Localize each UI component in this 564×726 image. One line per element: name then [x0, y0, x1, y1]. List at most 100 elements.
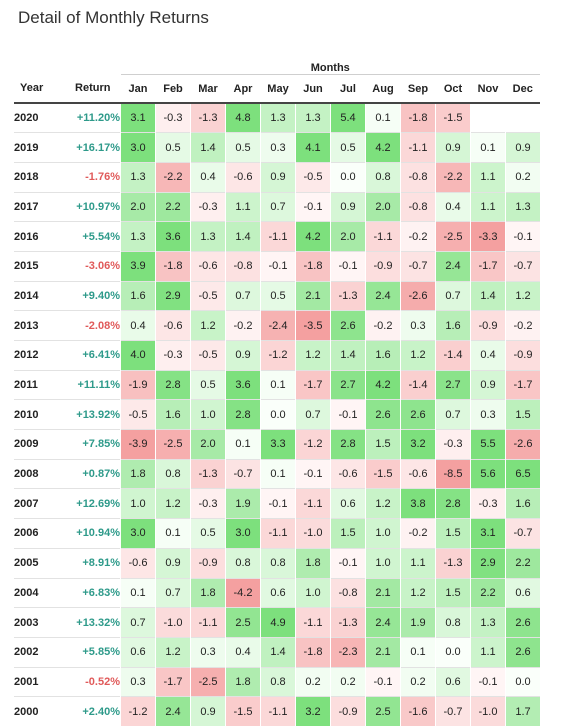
monthly-return-cell: 3.0: [120, 518, 156, 549]
monthly-return-cell: 2.6: [505, 636, 540, 668]
monthly-return-cell: 1.9: [225, 488, 261, 519]
monthly-return-cell: -1.1: [400, 132, 436, 163]
monthly-return-cell: 0.5: [330, 132, 366, 163]
monthly-return-cell: 2.6: [330, 310, 366, 341]
monthly-return-cell: 1.5: [435, 518, 471, 549]
monthly-return-cell: 1.5: [435, 577, 471, 608]
annual-return-cell: +5.54%: [64, 221, 121, 252]
month-column-header-jun[interactable]: Jun: [295, 74, 331, 104]
table-row: 2001 -0.52% 0.3 -1.7 -2.5 1.8 0.8 0.2 0.2 -0.1 0.2…: [14, 666, 540, 697]
year-cell: 2020: [14, 102, 64, 133]
monthly-return-cell: 0.8: [365, 161, 401, 193]
month-column-header-may[interactable]: May: [260, 74, 296, 104]
table-row: 2011 +11.11% -1.9 2.8 0.5 3.6 0.1 -1.7 2.7 4.2 -1.…: [14, 369, 540, 400]
monthly-return-cell: -3.3: [470, 221, 506, 252]
month-column-header-jan[interactable]: Jan: [120, 74, 156, 104]
year-cell: 2014: [14, 280, 64, 311]
monthly-return-cell: 4.8: [225, 102, 261, 133]
table-row: 2018 -1.76% 1.3 -2.2 0.4 -0.6 0.9 -0.5 0.0 0.8 -0.…: [14, 161, 540, 193]
monthly-return-cell: -0.3: [435, 429, 471, 460]
monthly-return-cell: 2.1: [295, 280, 331, 311]
monthly-return-cell: -1.3: [190, 102, 226, 133]
table-row: 2014 +9.40% 1.6 2.9 -0.5 0.7 0.5 2.1 -1.3 2.4 -2.6…: [14, 280, 540, 311]
year-cell: 2010: [14, 399, 64, 430]
monthly-return-cell: -0.6: [400, 458, 436, 489]
annual-return-cell: +11.20%: [64, 102, 121, 133]
monthly-return-cell: 0.4: [120, 310, 156, 341]
annual-return-cell: +2.40%: [64, 696, 121, 726]
monthly-return-cell: 2.1: [365, 636, 401, 668]
monthly-return-cell: 0.1: [400, 636, 436, 668]
monthly-return-cell: -0.9: [470, 310, 506, 341]
monthly-return-cell: -0.6: [155, 310, 191, 341]
monthly-return-cell: 1.7: [505, 696, 540, 726]
monthly-return-cell: 4.2: [365, 369, 401, 400]
monthly-return-cell: -0.9: [505, 340, 540, 371]
annual-return-cell: +13.32%: [64, 607, 121, 638]
monthly-return-cell: -0.3: [470, 488, 506, 519]
monthly-return-cell: 3.2: [295, 696, 331, 726]
monthly-return-cell: 2.2: [155, 191, 191, 222]
monthly-return-cell: 0.9: [155, 547, 191, 578]
monthly-return-cell: -0.8: [400, 161, 436, 193]
monthly-return-cell: -0.7: [505, 518, 540, 549]
monthly-return-cell: -3.5: [295, 310, 331, 341]
monthly-return-cell: -2.4: [260, 310, 296, 341]
monthly-return-cell: 1.6: [120, 280, 156, 311]
monthly-return-cell: 0.4: [470, 340, 506, 371]
month-column-header-nov[interactable]: Nov: [470, 74, 506, 104]
monthly-return-cell: 0.0: [505, 666, 540, 697]
annual-return-cell: +10.94%: [64, 518, 121, 549]
monthly-return-cell: 2.8: [435, 488, 471, 519]
monthly-return-cell: -0.3: [155, 340, 191, 371]
monthly-return-cell: 1.2: [400, 340, 436, 371]
monthly-return-cell: -0.8: [225, 250, 261, 282]
annual-return-cell: +5.85%: [64, 636, 121, 668]
year-column-header[interactable]: Year: [14, 74, 64, 104]
monthly-return-cell: -2.3: [330, 636, 366, 668]
month-column-header-sep[interactable]: Sep: [400, 74, 436, 104]
monthly-return-cell: -0.6: [120, 547, 156, 578]
monthly-return-cell: 0.3: [260, 132, 296, 163]
monthly-return-cell: -1.0: [470, 696, 506, 726]
monthly-return-cell: 1.3: [120, 161, 156, 193]
month-column-header-feb[interactable]: Feb: [155, 74, 191, 104]
monthly-return-cell: 3.9: [120, 250, 156, 282]
monthly-return-cell: 1.2: [295, 340, 331, 371]
month-column-header-jul[interactable]: Jul: [330, 74, 366, 104]
month-column-header-mar[interactable]: Mar: [190, 74, 226, 104]
monthly-return-cell: -1.3: [190, 458, 226, 489]
monthly-return-cell: 1.3: [260, 102, 296, 133]
monthly-return-cell: 0.2: [400, 666, 436, 697]
year-cell: 2006: [14, 518, 64, 549]
annual-return-cell: +13.92%: [64, 399, 121, 430]
monthly-return-cell: -0.6: [190, 250, 226, 282]
return-column-header[interactable]: Return: [64, 74, 121, 104]
monthly-return-cell: 0.8: [260, 666, 296, 697]
monthly-return-cell: 0.5: [190, 518, 226, 549]
month-column-header-apr[interactable]: Apr: [225, 74, 261, 104]
monthly-return-cell: -0.3: [190, 488, 226, 519]
monthly-return-cell: -1.1: [295, 488, 331, 519]
month-column-header-aug[interactable]: Aug: [365, 74, 401, 104]
table-row: 2006 +10.94% 3.0 0.1 0.5 3.0 -1.1 -1.0 1.5 1.0 -0.…: [14, 518, 540, 549]
blank-header-cell: [14, 52, 64, 75]
monthly-return-cell: 0.9: [435, 132, 471, 163]
monthly-returns-table: Months Year Return Jan Feb Mar Apr May Jun Jul…: [14, 52, 540, 726]
monthly-return-cell: 1.1: [470, 191, 506, 222]
monthly-return-cell: -2.2: [435, 161, 471, 193]
monthly-return-cell: 0.6: [435, 666, 471, 697]
monthly-return-cell: 0.0: [260, 399, 296, 430]
months-group-header-row: Months: [14, 52, 540, 75]
month-column-header-dec[interactable]: Dec: [505, 74, 540, 104]
monthly-return-cell: 0.7: [120, 607, 156, 638]
monthly-return-cell: -0.1: [260, 250, 296, 282]
month-column-header-oct[interactable]: Oct: [435, 74, 471, 104]
monthly-return-cell: -1.7: [505, 369, 540, 400]
monthly-return-cell: -2.5: [190, 666, 226, 697]
annual-return-cell: +16.17%: [64, 132, 121, 163]
monthly-return-cell: -0.2: [400, 221, 436, 252]
year-cell: 2011: [14, 369, 64, 400]
monthly-return-cell: -0.1: [330, 399, 366, 430]
monthly-return-cell: 0.8: [155, 458, 191, 489]
